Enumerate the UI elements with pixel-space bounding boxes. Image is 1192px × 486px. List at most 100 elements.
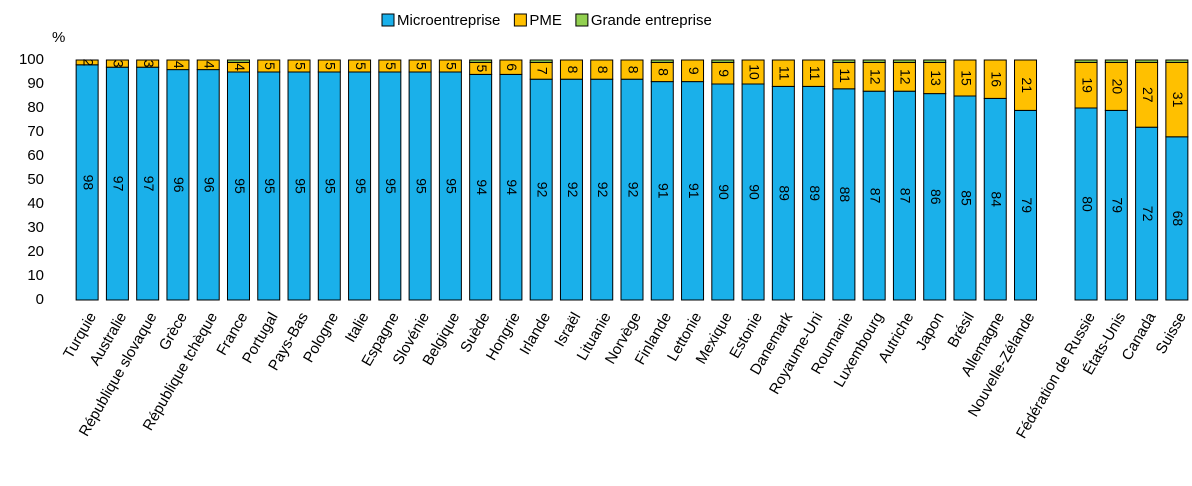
bar-segment (166, 59, 190, 71)
bar-segment (469, 59, 493, 63)
data-label: 5 (292, 62, 308, 70)
legend-label: Grande entreprise (591, 12, 712, 29)
bar-segment (923, 59, 947, 63)
data-label: 13 (928, 70, 944, 86)
y-tick-label: 20 (27, 243, 44, 260)
y-tick-label: 100 (19, 51, 44, 68)
y-tick-label: 90 (27, 75, 44, 92)
data-label: 4 (171, 61, 187, 69)
data-label: 9 (686, 67, 702, 75)
data-label: 7 (534, 67, 550, 75)
y-tick-label: 80 (27, 99, 44, 116)
y-tick-label: 0 (36, 291, 44, 308)
data-label: 12 (867, 69, 883, 85)
y-tick-label: 70 (27, 123, 44, 140)
data-label: 8 (595, 66, 611, 74)
y-tick-label: 50 (27, 171, 44, 188)
data-label: 95 (413, 178, 429, 194)
y-tick-label: 30 (27, 219, 44, 236)
bar-segment (257, 59, 281, 73)
data-label: 5 (262, 62, 278, 70)
data-label: 31 (1170, 92, 1186, 108)
bar-segment (620, 59, 644, 80)
data-label: 92 (534, 182, 550, 198)
data-label: 10 (746, 64, 762, 80)
bar-segment (892, 59, 916, 63)
data-label: 68 (1170, 211, 1186, 227)
data-label: 79 (1019, 197, 1035, 213)
x-tick-label: Suisse (1153, 309, 1190, 356)
y-tick-label: 60 (27, 147, 44, 164)
y-axis-label: % (52, 29, 65, 46)
data-label: 95 (292, 178, 308, 194)
data-label: 91 (686, 183, 702, 199)
data-label: 15 (958, 70, 974, 86)
bar-segment (650, 59, 674, 63)
data-label: 87 (898, 188, 914, 204)
x-tick-label: Italie (342, 309, 373, 345)
data-label: 87 (867, 188, 883, 204)
data-label: 11 (807, 66, 823, 81)
bar-segment (499, 59, 523, 75)
bar-segment (1014, 59, 1038, 111)
bar-segment (378, 59, 402, 73)
data-label: 95 (262, 178, 278, 194)
data-label: 98 (80, 175, 96, 191)
data-label: 95 (444, 178, 460, 194)
x-tick-label: Irlande (516, 309, 554, 357)
bar-segment (862, 59, 886, 63)
data-label: 94 (504, 179, 520, 195)
data-label: 3 (111, 60, 127, 68)
legend-swatch (513, 13, 527, 27)
data-label: 5 (413, 62, 429, 70)
data-label: 96 (202, 177, 218, 193)
data-label: 90 (746, 184, 762, 200)
y-tick-label: 10 (27, 267, 44, 284)
data-label: 79 (1110, 197, 1126, 213)
bar-segment (711, 59, 735, 63)
data-label: 11 (837, 68, 853, 83)
bar-segment (529, 59, 553, 63)
data-label: 9 (716, 69, 732, 77)
data-label: 97 (141, 176, 157, 192)
bar-segment (802, 59, 826, 87)
data-label: 95 (353, 178, 369, 194)
bar-segment (590, 59, 614, 80)
data-label: 5 (444, 62, 460, 70)
bar-segment (1165, 59, 1189, 63)
bar-segment (196, 59, 220, 71)
data-label: 11 (777, 66, 793, 81)
data-label: 27 (1140, 87, 1156, 103)
data-label: 86 (928, 189, 944, 205)
data-label: 16 (989, 71, 1005, 87)
data-label: 89 (807, 185, 823, 201)
bar-segment (75, 59, 99, 66)
bar-segment (953, 59, 977, 97)
data-label: 4 (232, 63, 248, 71)
data-label: 8 (625, 66, 641, 74)
legend-label: PME (529, 12, 562, 29)
bar-segment (348, 59, 372, 73)
bar-segment (226, 59, 250, 63)
data-label: 21 (1019, 77, 1035, 93)
data-label: 96 (171, 177, 187, 193)
data-label: 4 (202, 61, 218, 69)
bar-segment (771, 59, 795, 87)
bar-segment (317, 59, 341, 73)
data-label: 95 (232, 178, 248, 194)
bar-segment (1074, 59, 1098, 63)
data-label: 5 (474, 65, 490, 73)
bar-segment (741, 59, 765, 85)
legend-label: Microentreprise (397, 12, 500, 29)
data-label: 92 (565, 182, 581, 198)
data-label: 84 (989, 191, 1005, 207)
data-label: 95 (383, 178, 399, 194)
data-label: 2 (80, 59, 96, 67)
bar-segment (408, 59, 432, 73)
bar-segment (438, 59, 462, 73)
data-label: 12 (898, 69, 914, 85)
data-label: 85 (958, 190, 974, 206)
legend-swatch (381, 13, 395, 27)
bar-segment (1135, 59, 1159, 63)
